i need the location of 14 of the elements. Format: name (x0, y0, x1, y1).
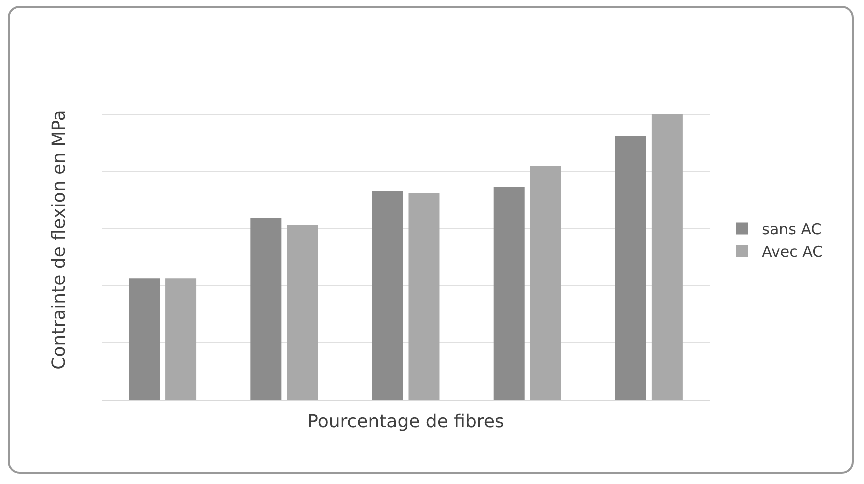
bar (166, 278, 197, 400)
bar (287, 225, 318, 400)
legend-label: Avec AC (762, 243, 824, 262)
bar (494, 187, 525, 400)
legend-label: sans AC (762, 220, 822, 239)
bar (372, 191, 404, 400)
bar (530, 166, 562, 400)
bar (408, 193, 440, 400)
bar (129, 278, 160, 400)
x-axis-title: Pourcentage de fibres (308, 412, 504, 432)
bar (250, 218, 282, 400)
bar (652, 114, 683, 400)
y-axis-title: Contrainte de flexion en MPa (49, 110, 70, 370)
bar (615, 136, 646, 400)
